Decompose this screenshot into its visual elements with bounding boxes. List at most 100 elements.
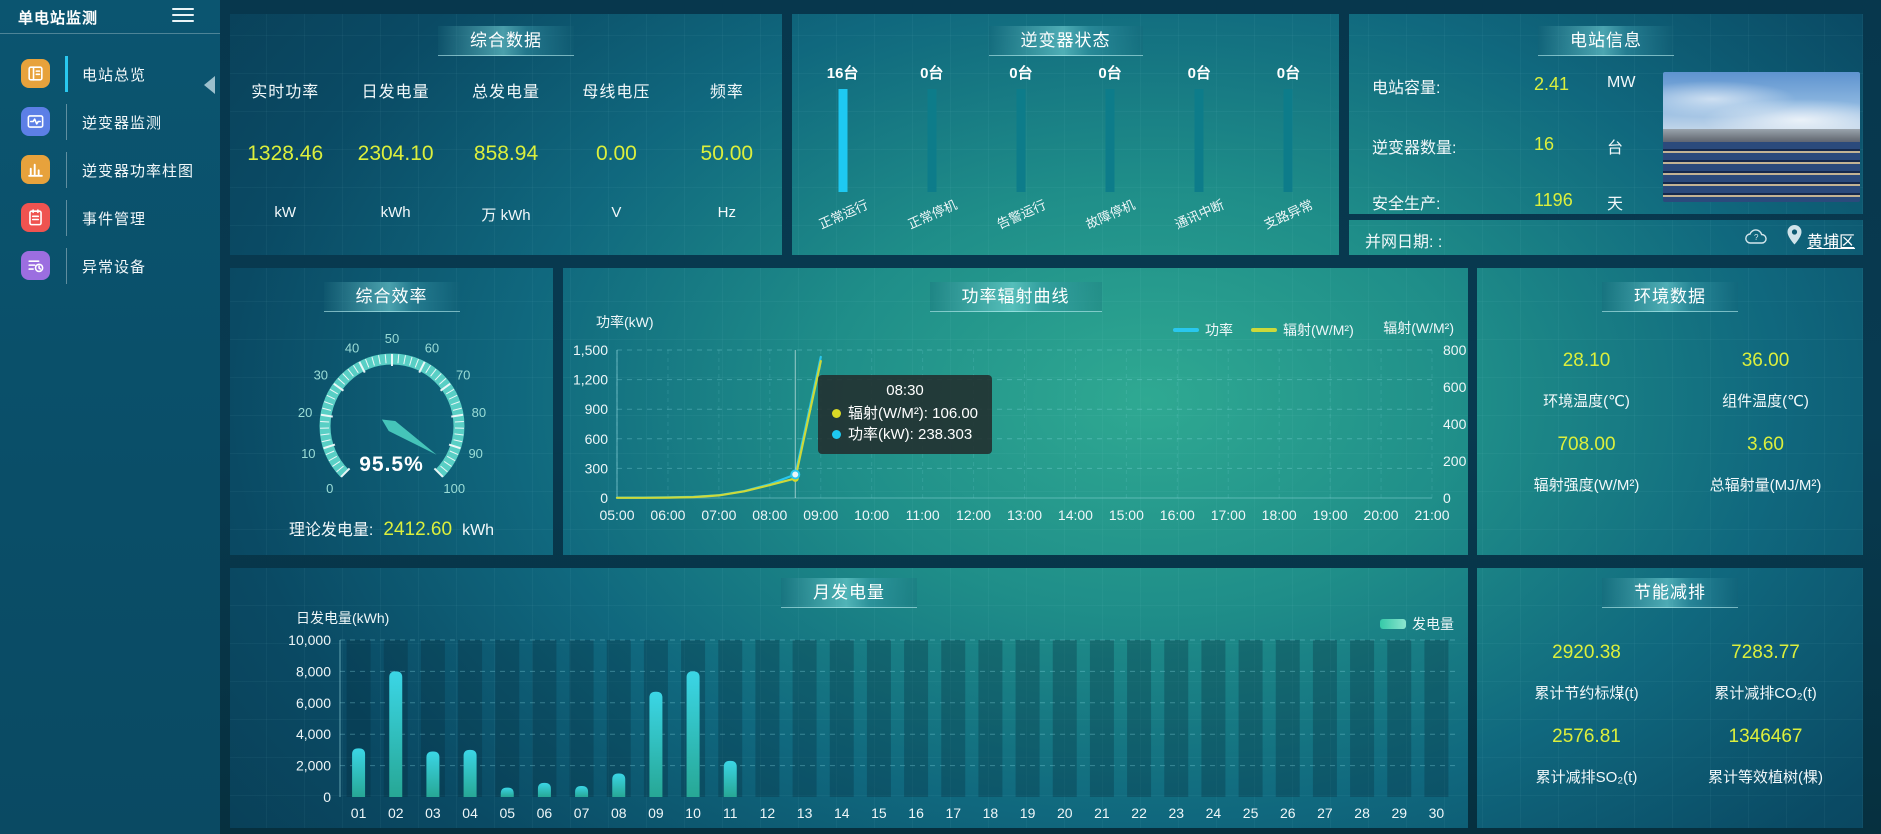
tooltip-radiation-row: 辐射(W/M²): 106.00: [832, 403, 978, 424]
status-comm-lost: 0台 通讯中断: [1172, 65, 1227, 232]
svg-text:10:00: 10:00: [854, 507, 889, 523]
svg-text:17: 17: [945, 805, 961, 821]
station-capacity-row: 电站容量: 2.41 MW: [1372, 74, 1636, 97]
sidebar-item-station-overview[interactable]: 电站总览: [0, 50, 220, 98]
metric-realtime-power: 实时功率 1328.46 kW: [247, 84, 324, 221]
status-fault-stop: 0台 故障停机: [1083, 65, 1138, 232]
item-divider: [66, 200, 67, 236]
legend-generation[interactable]: 发电量: [1380, 614, 1454, 634]
sidebar-item-label: 电站总览: [82, 67, 147, 84]
sidebar-header: 单电站监测: [0, 0, 220, 34]
panel-environment-data: 环境数据 28.10 36.00 环境温度(℃) 组件温度(℃) 708.00 …: [1477, 268, 1863, 555]
svg-text:13: 13: [797, 805, 813, 821]
panel-title: 月发电量: [781, 578, 917, 608]
sidebar-item-label: 逆变器监测: [82, 115, 163, 132]
station-overview-icon: [21, 59, 50, 88]
line-chart-legend: 功率 辐射(W/M²): [1173, 320, 1354, 340]
svg-text:30: 30: [314, 367, 328, 382]
svg-text:05: 05: [499, 805, 515, 821]
app-title: 单电站监测: [18, 10, 99, 27]
svg-text:05:00: 05:00: [599, 507, 634, 523]
monthly-bar-chart[interactable]: 01 02 03 04 05 06 07 08 09 10 11 12 13 14 15 16 17 18 19 20…: [230, 568, 1468, 828]
panel-station-footer: 并网日期: : ? 黄埔区: [1349, 220, 1863, 255]
svg-text:?: ?: [1754, 233, 1759, 242]
panel-title: 电站信息: [1538, 26, 1674, 56]
status-branch-abnormal: 0台 支路异常: [1262, 65, 1316, 232]
theoretical-energy-row: 理论发电量: 2412.60 kWh: [288, 519, 495, 540]
svg-text:27: 27: [1317, 805, 1333, 821]
svg-text:900: 900: [585, 401, 609, 417]
svg-text:02: 02: [388, 805, 404, 821]
svg-text:200: 200: [1443, 453, 1467, 469]
svg-text:0: 0: [323, 789, 331, 805]
efficiency-gauge[interactable]: 0 10 20 30 40 50 60 70 80 90 100: [230, 268, 553, 555]
weather-cloud-icon[interactable]: ?: [1744, 227, 1768, 250]
power-dot-icon: [832, 430, 841, 439]
sidebar-menu: 电站总览 逆变器监测 逆变器功率柱图 事: [0, 50, 220, 290]
item-divider: [66, 248, 67, 284]
svg-text:16: 16: [908, 805, 924, 821]
irradiance-value: 708.00: [1557, 434, 1616, 455]
svg-text:600: 600: [1443, 379, 1467, 395]
inverter-count-row: 逆变器数量: 16 台: [1372, 134, 1624, 157]
svg-text:90: 90: [468, 446, 482, 461]
status-bar: [1105, 89, 1115, 192]
svg-text:80: 80: [472, 405, 486, 420]
legend-power[interactable]: 功率: [1173, 320, 1233, 340]
svg-text:19: 19: [1020, 805, 1036, 821]
panel-station-info: 电站信息 电站容量: 2.41 MW 逆变器数量: 16 台 安全生产: 119…: [1349, 14, 1863, 214]
active-indicator: [65, 56, 68, 92]
coal-saved-value: 2920.38: [1552, 642, 1621, 663]
panel-summary-data: 综合数据 实时功率 1328.46 kW 日发电量 2304.10 kWh 总发…: [230, 14, 782, 255]
environment-grid: 28.10 36.00 环境温度(℃) 组件温度(℃) 708.00 3.60 …: [1497, 338, 1855, 506]
legend-radiation[interactable]: 辐射(W/M²): [1251, 320, 1354, 340]
trees-equivalent-value: 1346467: [1728, 726, 1803, 747]
panel-title: 功率辐射曲线: [929, 282, 1102, 312]
svg-text:11: 11: [723, 805, 738, 821]
event-notebook-icon: [21, 203, 50, 232]
power-radiation-chart[interactable]: 05:00 06:00 07:00 08:00 09:00 10:00 11:00 12:00…: [563, 268, 1468, 555]
svg-text:14: 14: [834, 805, 850, 821]
panel-efficiency: 综合效率 0 10 20 30 40 50 60 70 80 90 100 95.5% 理论发电量:…: [230, 268, 553, 555]
sidebar-item-abnormal-devices[interactable]: 异常设备: [0, 242, 220, 290]
svg-text:10,000: 10,000: [288, 632, 331, 648]
panel-title: 逆变器状态: [988, 26, 1143, 56]
svg-text:07: 07: [574, 805, 590, 821]
svg-text:0: 0: [600, 490, 608, 506]
item-divider: [66, 152, 67, 188]
sidebar-item-inverter-power-bars[interactable]: 逆变器功率柱图: [0, 146, 220, 194]
svg-text:20: 20: [1057, 805, 1073, 821]
total-radiation-value: 3.60: [1747, 434, 1784, 455]
svg-text:8,000: 8,000: [296, 663, 331, 679]
power-bar-chart-icon: [21, 155, 50, 184]
hamburger-menu-icon[interactable]: [172, 8, 194, 25]
panel-energy-saving: 节能减排 2920.38 7283.77 累计节约标煤(t) 累计减排CO₂(t…: [1477, 568, 1863, 828]
chart-tooltip: 08:30 辐射(W/M²): 106.00 功率(kW): 238.303: [818, 375, 993, 454]
sidebar-collapse-arrow-icon[interactable]: [204, 76, 215, 94]
sidebar-item-event-management[interactable]: 事件管理: [0, 194, 220, 242]
svg-text:08:00: 08:00: [752, 507, 787, 523]
radiation-dot-icon: [832, 409, 841, 418]
svg-text:20:00: 20:00: [1364, 507, 1399, 523]
svg-text:04: 04: [462, 805, 478, 821]
metric-daily-energy: 日发电量 2304.10 kWh: [357, 84, 434, 221]
panel-power-radiation-curve: 功率辐射曲线 功率(kW) 辐射(W/M²) 功率 辐射(W/M²) 05:00…: [563, 268, 1468, 555]
location-pin-icon[interactable]: [1787, 225, 1802, 250]
abnormal-device-icon: [21, 251, 50, 280]
station-photo: [1663, 72, 1860, 202]
district-link[interactable]: 黄埔区: [1807, 234, 1856, 251]
item-divider: [66, 104, 67, 140]
bar-axis-title: 日发电量(kWh): [296, 610, 390, 626]
svg-text:23: 23: [1168, 805, 1184, 821]
sidebar: 单电站监测 电站总览 逆变器监测: [0, 0, 220, 834]
sidebar-item-label: 逆变器功率柱图: [82, 163, 195, 180]
svg-text:12:00: 12:00: [956, 507, 991, 523]
svg-text:19:00: 19:00: [1313, 507, 1348, 523]
svg-text:11:00: 11:00: [906, 507, 940, 523]
svg-text:300: 300: [585, 460, 609, 476]
svg-text:03: 03: [425, 805, 441, 821]
sidebar-item-inverter-monitor[interactable]: 逆变器监测: [0, 98, 220, 146]
svg-text:6,000: 6,000: [296, 695, 331, 711]
svg-text:14:00: 14:00: [1058, 507, 1093, 523]
status-bar: [1283, 89, 1293, 192]
